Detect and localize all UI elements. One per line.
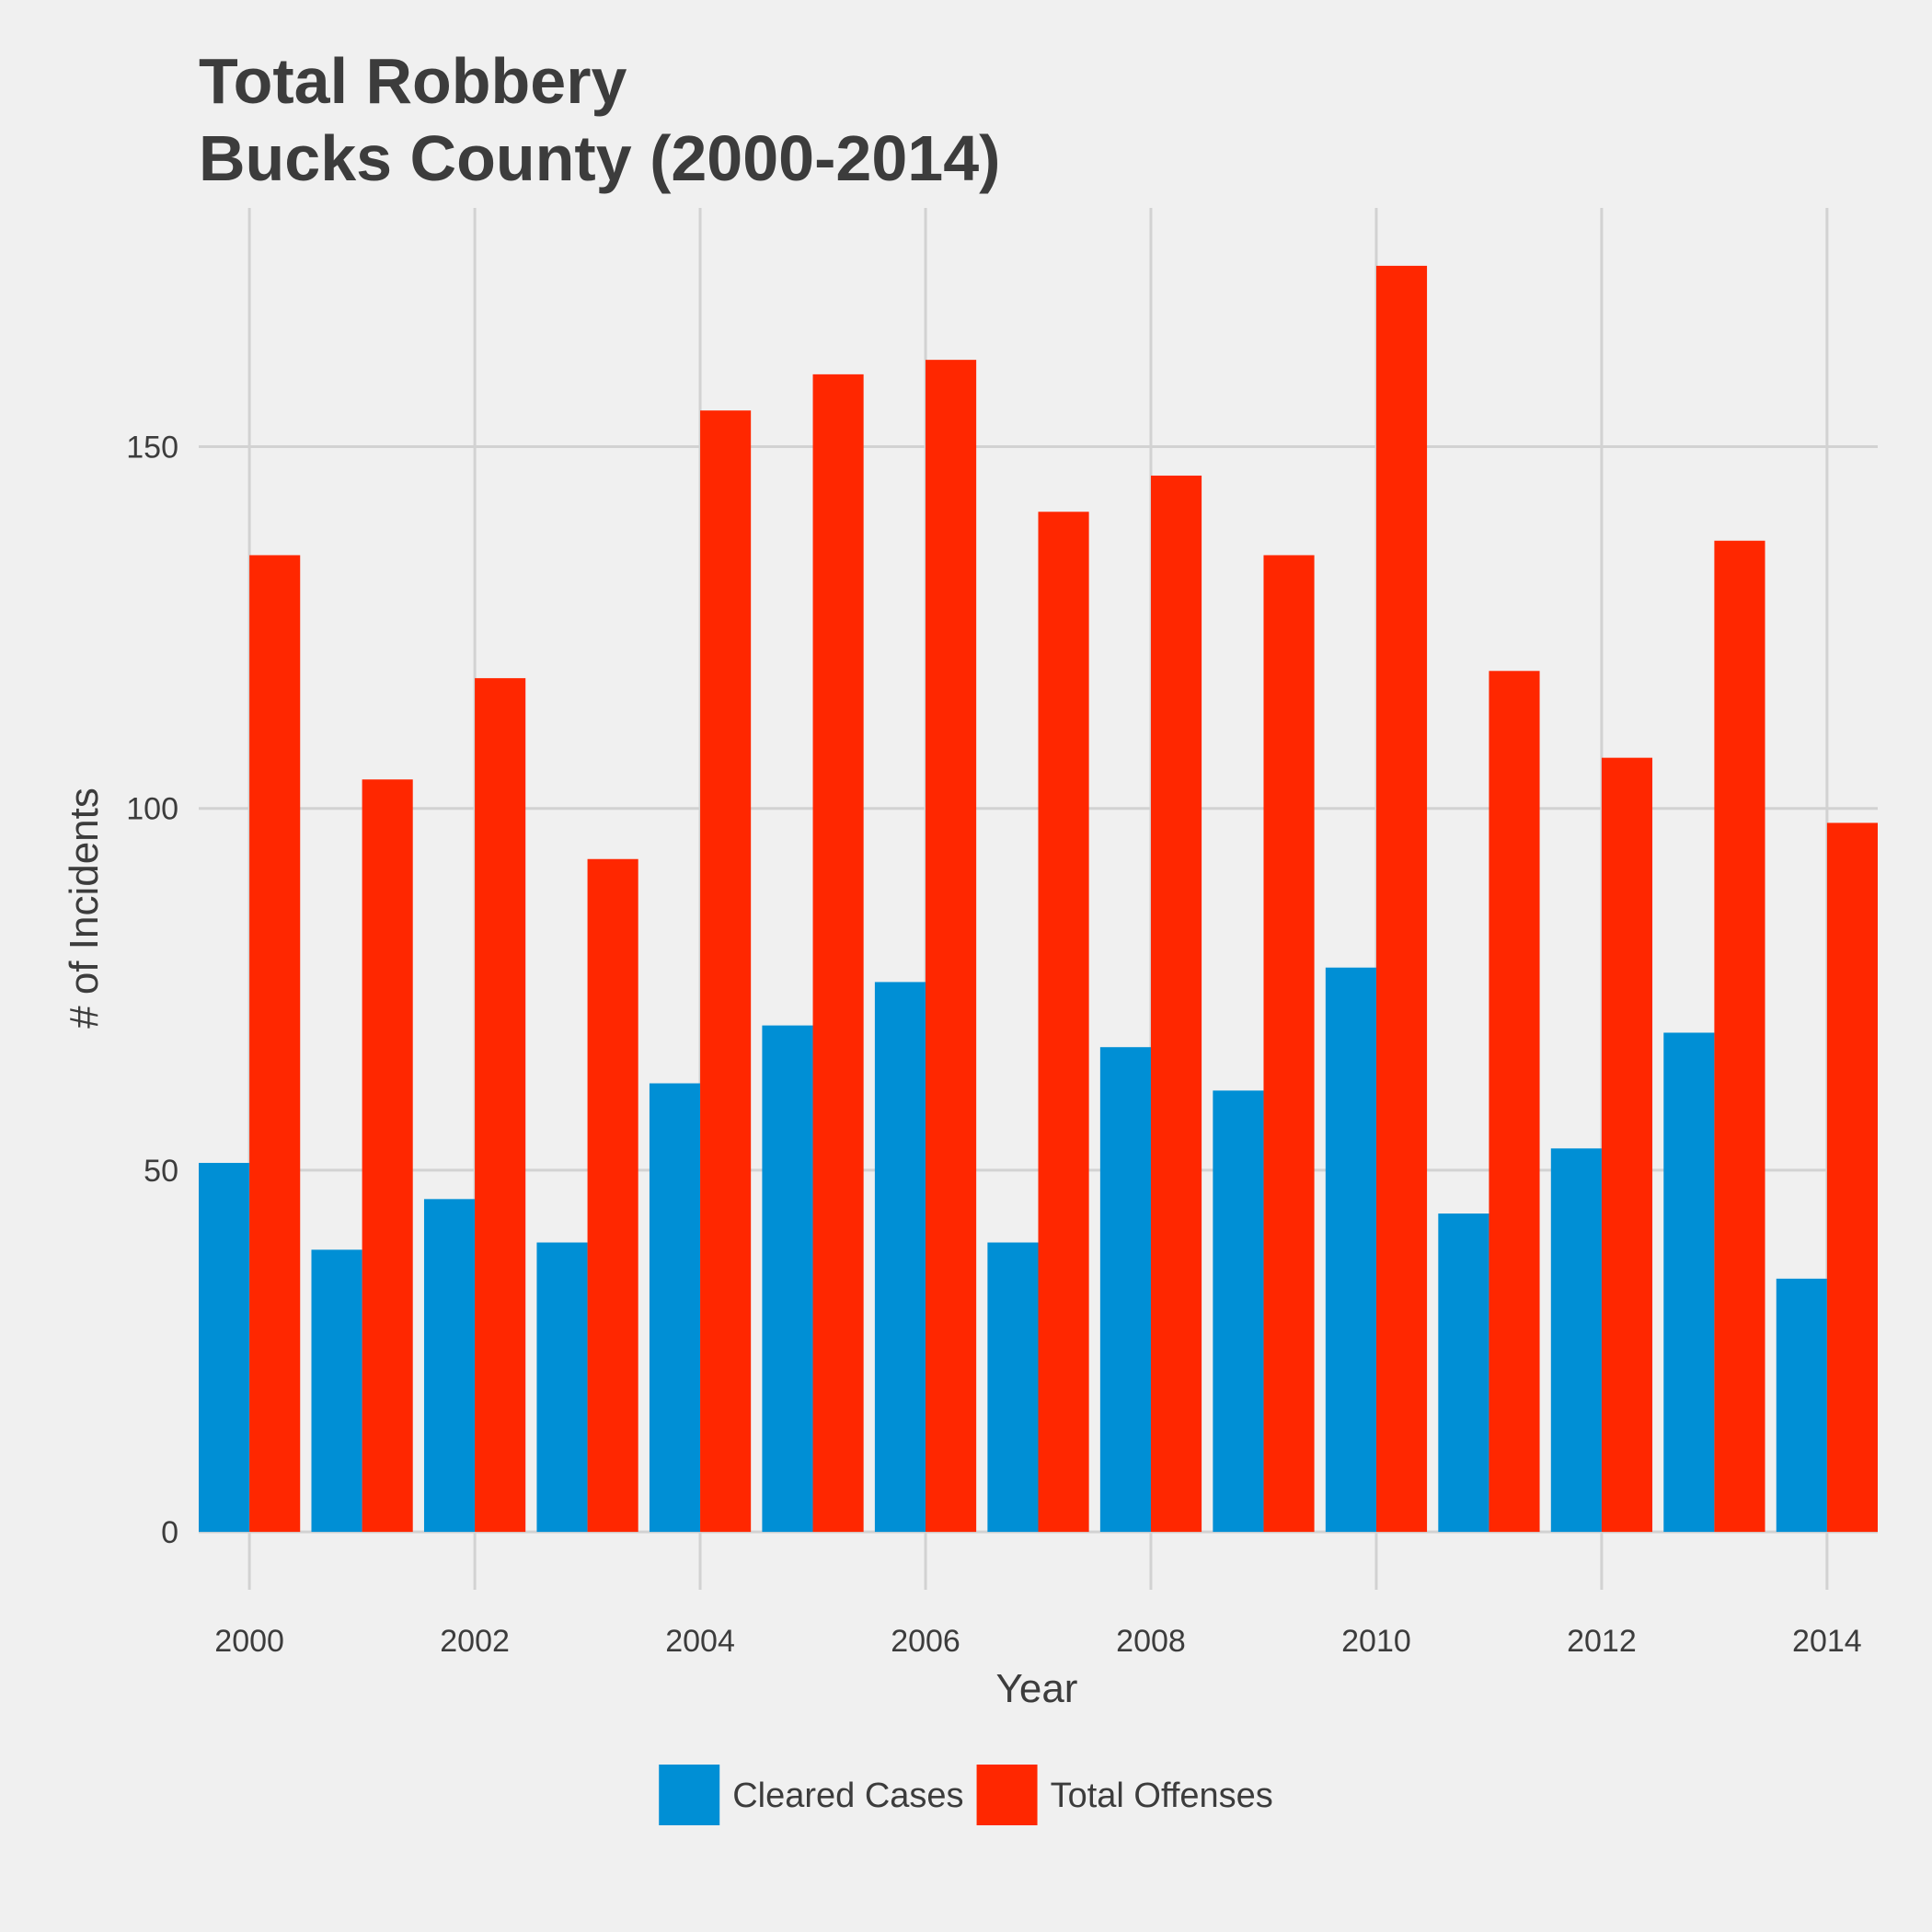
x-tick-label: 2000 bbox=[214, 1624, 284, 1659]
bar-total-offenses-2008 bbox=[1150, 475, 1202, 1533]
legend-swatch-total-offenses bbox=[976, 1765, 1038, 1825]
legend-label-cleared-cases: Cleared Cases bbox=[732, 1777, 963, 1815]
x-axis-label: Year bbox=[996, 1666, 1078, 1711]
y-tick-label: 50 bbox=[144, 1154, 178, 1189]
x-tick-label: 2008 bbox=[1116, 1624, 1186, 1659]
bar-total-offenses-2012 bbox=[1601, 757, 1653, 1533]
bar-total-offenses-2000 bbox=[249, 555, 301, 1533]
bar-cleared-cases-2007 bbox=[987, 1242, 1039, 1533]
bar-cleared-cases-2002 bbox=[423, 1199, 476, 1533]
x-tick-label: 2006 bbox=[891, 1624, 960, 1659]
chart-title-line-1: Total Robbery bbox=[199, 45, 627, 117]
bar-total-offenses-2001 bbox=[362, 779, 413, 1533]
bar-cleared-cases-2011 bbox=[1438, 1213, 1489, 1533]
bar-total-offenses-2002 bbox=[475, 678, 526, 1533]
bar-cleared-cases-2014 bbox=[1776, 1278, 1827, 1533]
x-tick-label: 2014 bbox=[1792, 1624, 1862, 1659]
bar-total-offenses-2013 bbox=[1714, 540, 1765, 1533]
bar-cleared-cases-2012 bbox=[1550, 1148, 1602, 1533]
bar-total-offenses-2005 bbox=[812, 374, 864, 1533]
bar-cleared-cases-2004 bbox=[649, 1083, 701, 1533]
y-tick-label: 100 bbox=[126, 792, 178, 827]
bar-total-offenses-2003 bbox=[587, 858, 638, 1533]
y-tick-label: 0 bbox=[161, 1515, 178, 1550]
legend-swatch-cleared-cases bbox=[659, 1765, 720, 1825]
bar-cleared-cases-2005 bbox=[762, 1025, 813, 1533]
x-tick-label: 2002 bbox=[440, 1624, 510, 1659]
bar-cleared-cases-2013 bbox=[1663, 1032, 1715, 1533]
bar-total-offenses-2004 bbox=[700, 410, 752, 1533]
bar-cleared-cases-2009 bbox=[1213, 1090, 1264, 1533]
bars bbox=[199, 265, 1878, 1533]
y-tick-label: 150 bbox=[126, 431, 178, 466]
x-axis-ticks: 2000 2002 2004 2006 2008 2010 2012 2014 bbox=[214, 1624, 1861, 1659]
bar-cleared-cases-2008 bbox=[1099, 1047, 1151, 1533]
x-tick-label: 2012 bbox=[1567, 1624, 1637, 1659]
y-axis-ticks: 0 50 100 150 bbox=[126, 431, 178, 1551]
bar-cleared-cases-2001 bbox=[311, 1249, 362, 1533]
bar-total-offenses-2010 bbox=[1375, 265, 1428, 1533]
bar-total-offenses-2007 bbox=[1038, 512, 1089, 1533]
y-axis-label: # of Incidents bbox=[62, 788, 107, 1029]
bar-total-offenses-2014 bbox=[1826, 822, 1878, 1533]
bar-total-offenses-2006 bbox=[926, 360, 977, 1533]
bar-cleared-cases-2000 bbox=[199, 1163, 250, 1533]
chart-title-line-2: Bucks County (2000-2014) bbox=[199, 122, 1000, 194]
bar-total-offenses-2009 bbox=[1263, 555, 1315, 1533]
x-tick-label: 2004 bbox=[665, 1624, 735, 1659]
legend: Cleared Cases Total Offenses bbox=[659, 1765, 1273, 1825]
legend-label-total-offenses: Total Offenses bbox=[1051, 1777, 1273, 1815]
x-tick-label: 2010 bbox=[1341, 1624, 1411, 1659]
bar-cleared-cases-2006 bbox=[874, 982, 926, 1533]
bar-cleared-cases-2003 bbox=[536, 1242, 588, 1533]
bar-cleared-cases-2010 bbox=[1325, 967, 1376, 1533]
bar-total-offenses-2011 bbox=[1489, 671, 1540, 1533]
